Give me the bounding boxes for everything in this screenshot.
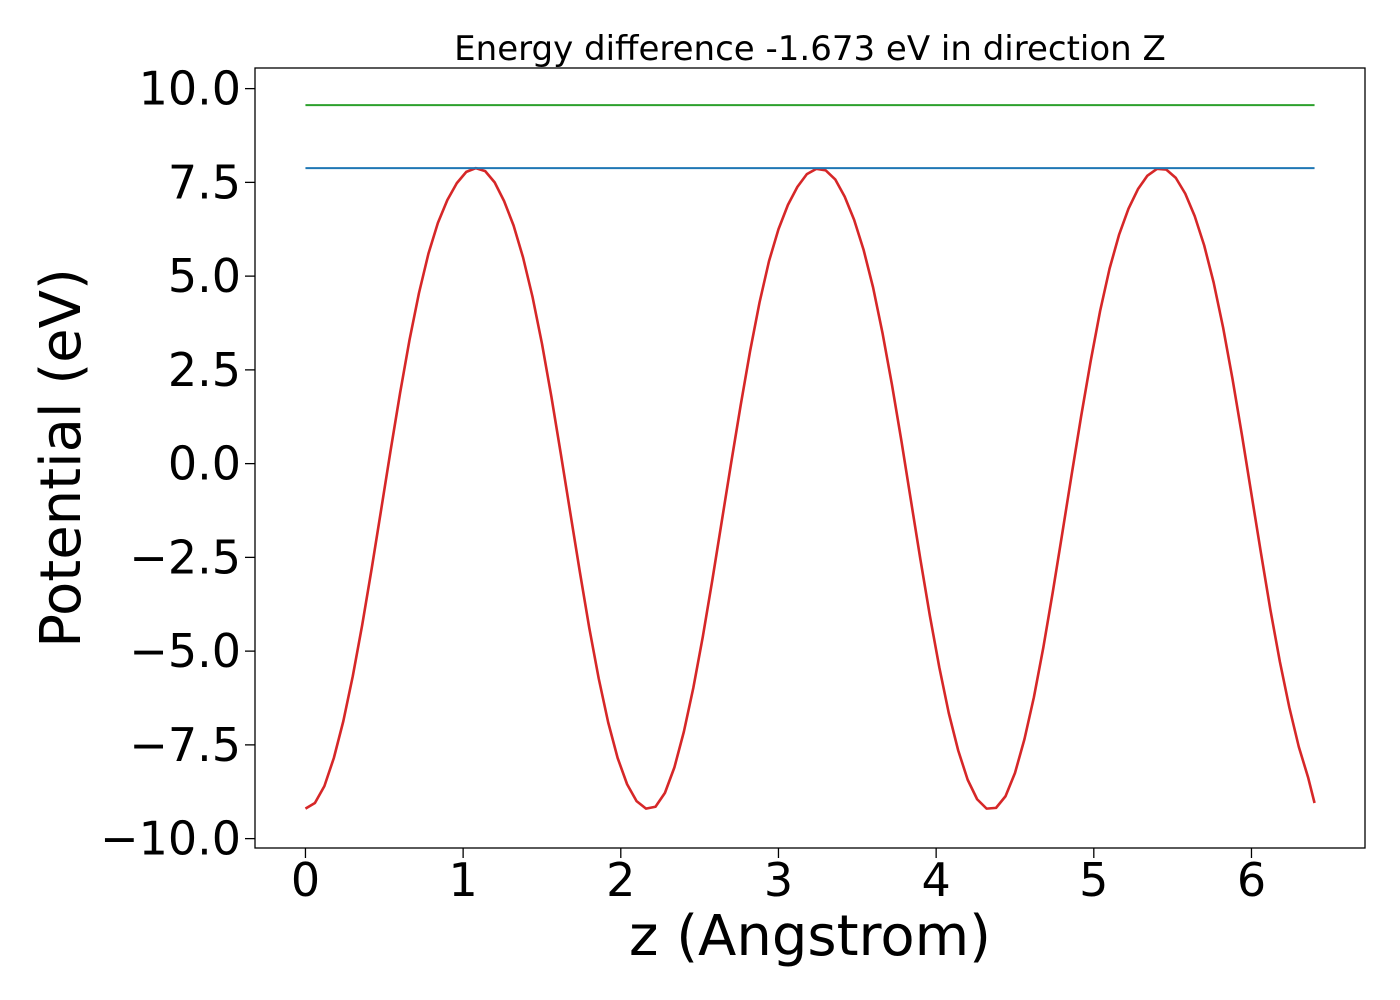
x-axis-ticks: 0 1 2 3 4 5 6 xyxy=(291,848,1266,907)
x-tick-label: 1 xyxy=(448,853,477,907)
y-tick-label: 0.0 xyxy=(168,437,241,491)
y-tick-label: −10.0 xyxy=(100,812,241,866)
plot-frame xyxy=(254,67,1366,849)
y-tick-label: −7.5 xyxy=(129,718,241,772)
y-tick-label: −5.0 xyxy=(129,624,241,678)
x-tick-label: 4 xyxy=(921,853,950,907)
x-axis-label: z (Angstrom) xyxy=(629,904,991,969)
y-axis-label: Potential (eV) xyxy=(29,268,94,648)
y-tick-label: 5.0 xyxy=(168,249,241,303)
y-tick-label: 2.5 xyxy=(168,343,241,397)
y-axis-ticks: −10.0 −7.5 −5.0 −2.5 0.0 2.5 5.0 7.5 10.0 xyxy=(100,62,255,866)
chart-title: Energy difference -1.673 eV in direction… xyxy=(454,29,1166,69)
y-tick-label: 10.0 xyxy=(139,62,241,116)
y-tick-label: −2.5 xyxy=(129,530,241,584)
x-tick-label: 2 xyxy=(606,853,635,907)
x-tick-label: 6 xyxy=(1237,853,1266,907)
x-tick-label: 0 xyxy=(291,853,320,907)
y-tick-label: 7.5 xyxy=(168,155,241,209)
x-tick-label: 5 xyxy=(1079,853,1108,907)
plot-series-group xyxy=(304,104,1316,810)
x-tick-label: 3 xyxy=(764,853,793,907)
